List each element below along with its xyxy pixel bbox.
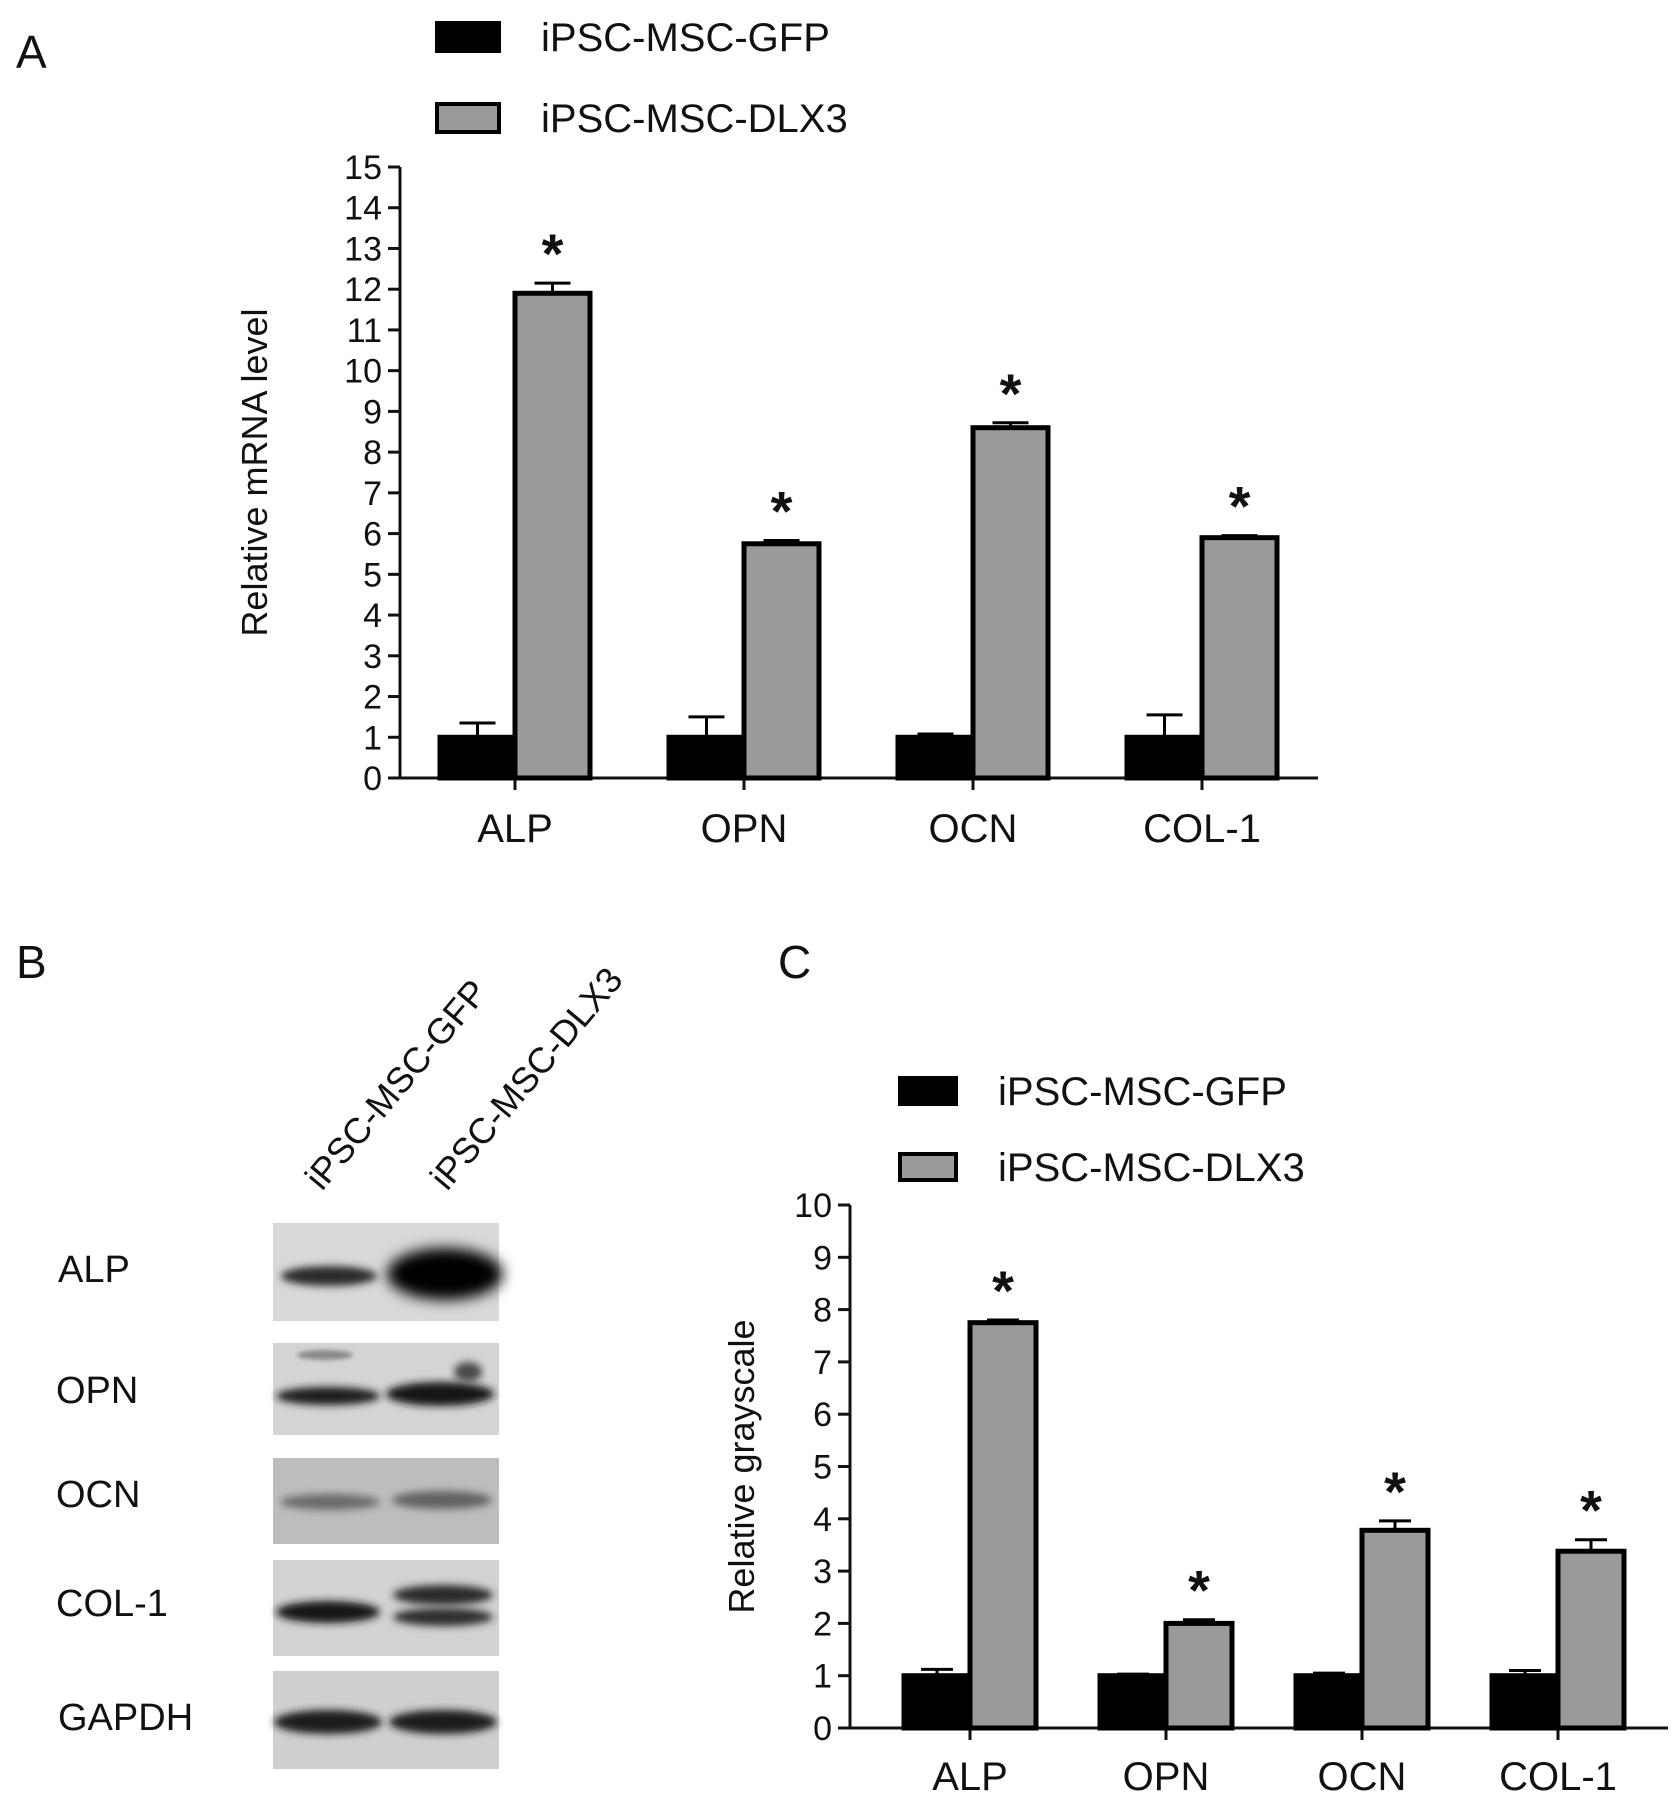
blot-image-col1	[273, 1560, 499, 1656]
chart-a-category-label: COL-1	[1143, 807, 1261, 851]
chart-a-legend-label-1: iPSC-MSC-DLX3	[541, 97, 848, 141]
chart-a-y-tick-label: 15	[344, 149, 382, 187]
blot-image-opn	[273, 1343, 499, 1435]
chart-a-y-tick-label: 3	[363, 638, 382, 676]
chart-c-legend-label-0: iPSC-MSC-GFP	[998, 1070, 1287, 1114]
chart-c-y-tick-label: 1	[813, 1658, 832, 1696]
blot-row-label-ocn: OCN	[56, 1474, 140, 1516]
chart-a-bar-dlx3	[741, 541, 822, 781]
blot-image-alp	[273, 1223, 503, 1321]
chart-c-legend-swatch-1	[898, 1152, 958, 1182]
blot-row-label-gapdh: GAPDH	[58, 1697, 193, 1739]
chart-c-bar-dlx3	[967, 1320, 1039, 1731]
chart-a-legend-label-0: iPSC-MSC-GFP	[541, 16, 830, 60]
chart-a-y-axis-title: Relative mRNA level	[234, 308, 275, 636]
chart-a-bar-gfp	[1124, 734, 1205, 781]
chart-c-y-tick-label: 7	[813, 1344, 832, 1382]
panel-c-letter: C	[778, 936, 811, 988]
chart-a-category-label: OCN	[929, 807, 1018, 851]
blot-row-label-col1: COL-1	[56, 1583, 168, 1625]
chart-c-significance-star: *	[1188, 1559, 1210, 1622]
chart-c-y-tick-label: 10	[794, 1187, 832, 1225]
chart-a-y-tick-label: 0	[363, 760, 382, 798]
chart-c-legend-swatch-0	[898, 1076, 958, 1106]
chart-a-y-tick-label: 8	[363, 434, 382, 472]
chart-a-bar-gfp	[437, 734, 518, 781]
chart-c-bar-gfp	[1293, 1673, 1365, 1731]
chart-a-bar-gfp	[895, 734, 976, 781]
blot-row-label-alp: ALP	[58, 1249, 130, 1291]
chart-a-category-label: ALP	[477, 807, 553, 851]
chart-c-y-tick-label: 3	[813, 1553, 832, 1591]
chart-c-category-label: OPN	[1123, 1755, 1210, 1799]
chart-c-bar-gfp	[901, 1673, 973, 1731]
chart-a-y-tick-label: 12	[344, 271, 382, 309]
chart-a-legend-swatch-1	[435, 102, 501, 134]
chart-a-significance-star: *	[542, 222, 564, 285]
chart-c-y-tick-label: 4	[813, 1501, 832, 1539]
chart-a-y-tick-label: 10	[344, 353, 382, 391]
chart-c-bar-gfp	[1097, 1673, 1169, 1731]
chart-a-bar-gfp	[666, 734, 747, 781]
chart-c-legend-label-1: iPSC-MSC-DLX3	[998, 1146, 1305, 1190]
chart-a-y-tick-label: 14	[344, 190, 382, 228]
panel-a-letter: A	[16, 26, 47, 78]
chart-c: iPSC-MSC-GFP iPSC-MSC-DLX3 0 1 2 3 4 5 6 7 8 9 10 Rel…	[721, 1070, 1668, 1799]
chart-c-bar-dlx3	[1163, 1620, 1235, 1731]
blot-image-gapdh	[273, 1671, 499, 1769]
chart-c-significance-star: *	[1580, 1479, 1602, 1542]
chart-c-y-tick-label: 2	[813, 1605, 832, 1643]
chart-a-bar-dlx3	[970, 425, 1051, 781]
chart-a-y-tick-label: 2	[363, 679, 382, 717]
chart-c-significance-star: *	[1384, 1460, 1406, 1523]
chart-c-y-axis-title: Relative grayscale	[721, 1319, 762, 1613]
chart-a-y-tick-label: 9	[363, 393, 382, 431]
chart-c-y-tick-label: 5	[813, 1449, 832, 1487]
chart-a-significance-star: *	[1229, 475, 1251, 538]
chart-c-significance-star: *	[992, 1259, 1014, 1322]
panel-b-letter: B	[16, 936, 47, 988]
blot-image-ocn	[273, 1458, 499, 1544]
chart-a-significance-star: *	[1000, 362, 1022, 425]
chart-c-y-tick-label: 9	[813, 1239, 832, 1277]
blot-row-label-opn: OPN	[56, 1370, 138, 1412]
chart-a-legend-swatch-0	[435, 21, 501, 53]
chart-a-y-tick-label: 6	[363, 516, 382, 554]
chart-a-y-tick-label: 4	[363, 597, 382, 635]
chart-c-category-label: COL-1	[1499, 1755, 1617, 1799]
chart-c-y-tick-label: 8	[813, 1292, 832, 1330]
chart-a-y-tick-label: 13	[344, 230, 382, 268]
chart-c-bar-dlx3	[1555, 1548, 1627, 1731]
chart-a-y-tick-label: 11	[347, 312, 382, 350]
chart-a-y-tick-label: 5	[363, 556, 382, 594]
chart-c-bar-gfp	[1489, 1673, 1561, 1731]
chart-a-category-label: OPN	[701, 807, 788, 851]
chart-a-bar-dlx3	[512, 290, 593, 781]
chart-a-bar-dlx3	[1199, 535, 1280, 781]
chart-c-y-tick-label: 6	[813, 1396, 832, 1434]
chart-c-category-label: ALP	[932, 1755, 1008, 1799]
chart-a-significance-star: *	[771, 480, 793, 543]
chart-a: iPSC-MSC-GFPiPSC-MSC-DLX3012345678910111…	[234, 16, 1318, 851]
chart-a-y-tick-label: 7	[363, 475, 382, 513]
western-blot: iPSC-MSC-GFP iPSC-MSC-DLX3 ALP OPN OCN C…	[56, 959, 631, 1769]
chart-c-category-label: OCN	[1318, 1755, 1407, 1799]
chart-a-y-tick-label: 1	[363, 719, 382, 757]
chart-c-bar-dlx3	[1359, 1527, 1431, 1731]
chart-c-y-tick-label: 0	[813, 1710, 832, 1748]
